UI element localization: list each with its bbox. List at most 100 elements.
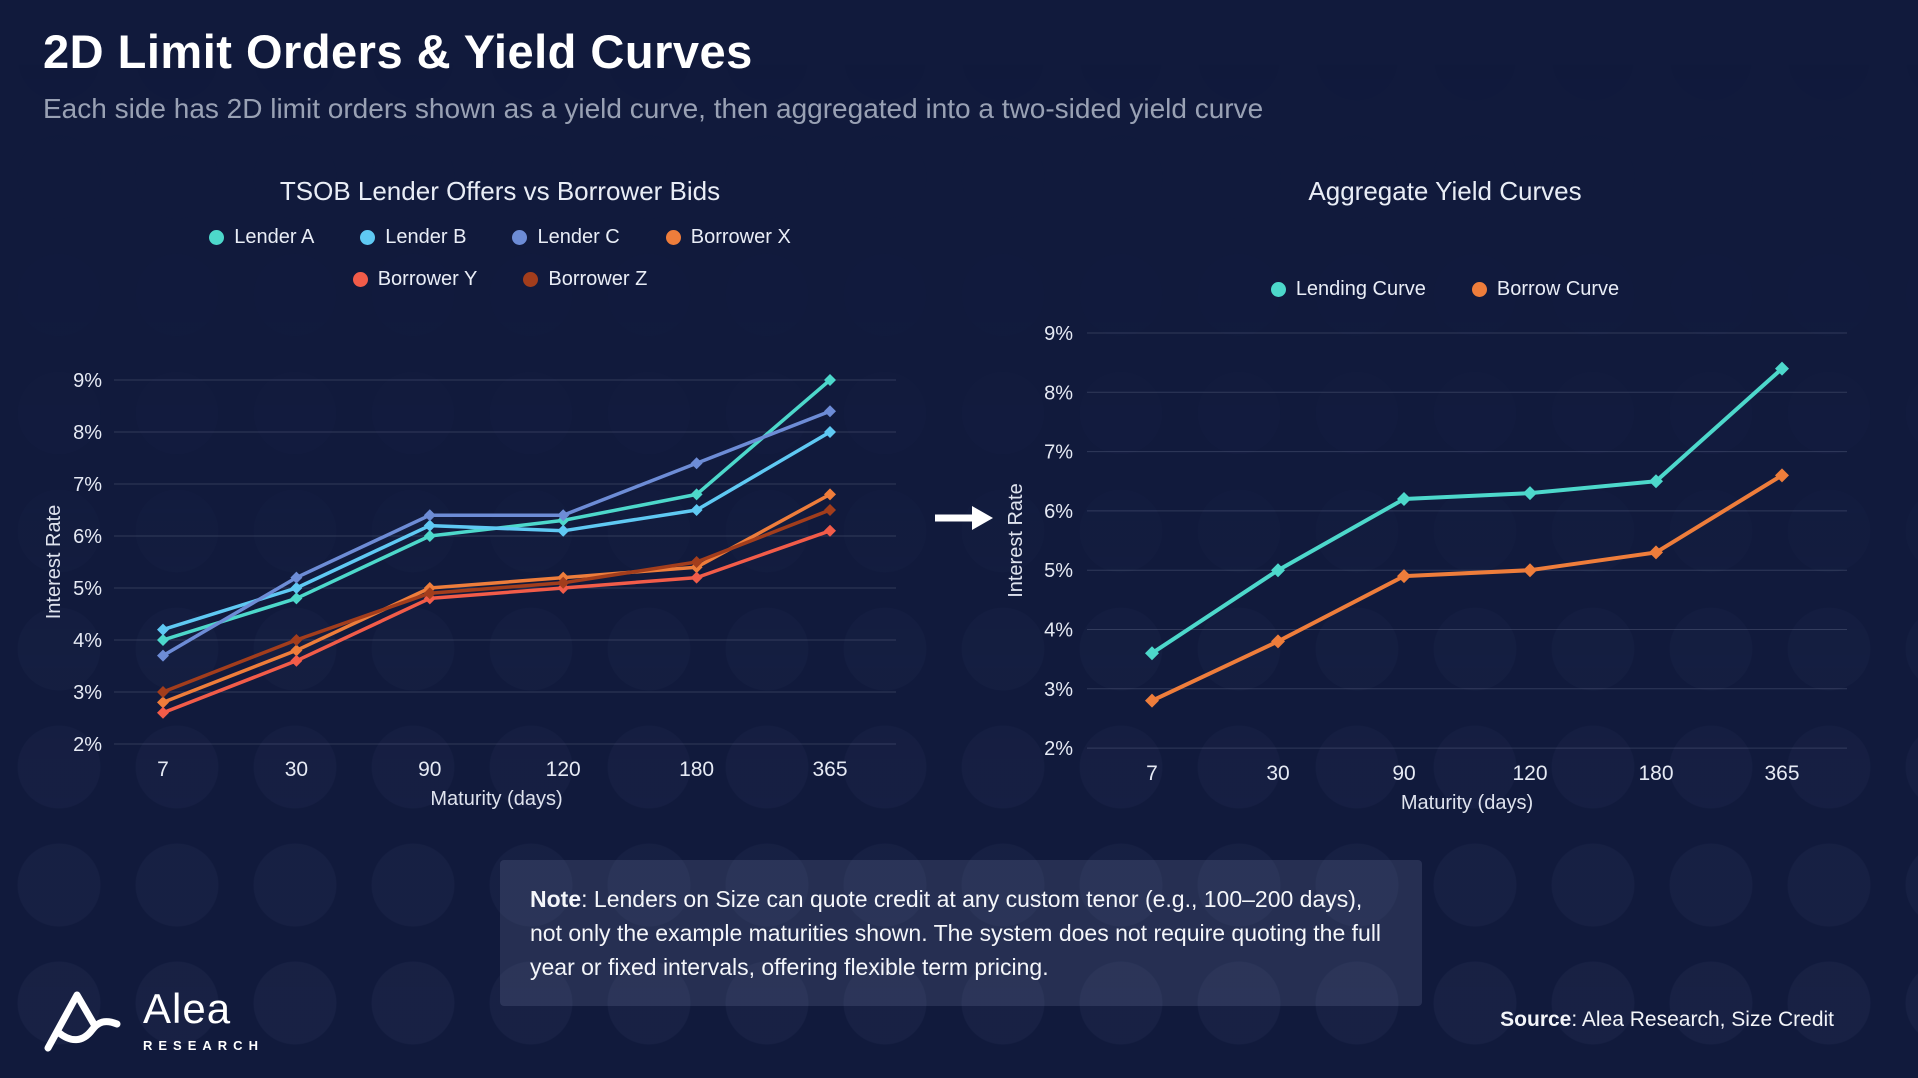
x-tick-label: 120: [1512, 762, 1547, 785]
y-tick-label: 7%: [1044, 442, 1073, 464]
data-point: [1271, 563, 1285, 578]
y-axis-title: Interest Rate: [43, 505, 65, 620]
page-header: 2D Limit Orders & Yield Curves Each side…: [43, 24, 1263, 125]
legend-item-borrower-z: Borrower Z: [523, 268, 647, 291]
y-tick-label: 2%: [73, 734, 102, 756]
series-line: [161, 378, 832, 642]
legend-label: Lender B: [385, 226, 467, 248]
gridlines: 9% 8% 7% 6% 5% 4% 3% 2%: [73, 370, 896, 756]
data-point: [423, 530, 436, 542]
data-point: [290, 644, 303, 657]
series-line: [161, 508, 832, 694]
data-point: [690, 571, 703, 584]
data-point: [1145, 693, 1159, 708]
data-point: [824, 426, 836, 438]
y-tick-label: 8%: [1044, 382, 1073, 404]
data-point: [1775, 468, 1789, 483]
legend-swatch: [209, 230, 225, 245]
lender-borrower-chart-title: TSOB Lender Offers vs Borrower Bids: [279, 176, 721, 206]
y-tick-label: 4%: [73, 630, 102, 652]
legend-row: Lending Curve Borrow Curve: [1270, 278, 1619, 301]
data-point: [1649, 474, 1663, 489]
legend-item-lending-curve: Lending Curve: [1270, 278, 1426, 301]
x-tick-label: 7: [1146, 762, 1158, 785]
x-axis-title: Maturity (days): [1401, 792, 1533, 814]
x-tick-label: 365: [1764, 762, 1799, 785]
x-tick-label: 180: [679, 758, 714, 781]
page-subtitle: Each side has 2D limit orders shown as a…: [43, 93, 1264, 124]
series-line: [1150, 473, 1784, 703]
series-borrower-z: [157, 504, 836, 698]
data-point: [290, 571, 303, 584]
legend-item-lender-c: Lender C: [512, 226, 620, 249]
source-body: : Alea Research, Size Credit: [1571, 1008, 1834, 1031]
data-point: [1523, 563, 1537, 578]
y-tick-label: 9%: [73, 370, 102, 392]
note-label: Note: [530, 886, 582, 912]
data-point: [1523, 486, 1537, 501]
data-point: [1145, 646, 1159, 661]
alea-logo-subtext: RESEARCH: [143, 1038, 264, 1053]
legend-swatch: [1471, 282, 1487, 297]
aggregate-chart: Aggregate Yield Curves Lending Curve Borr…: [995, 160, 1895, 870]
data-point: [423, 519, 436, 532]
alea-logo-mark-icon: [44, 991, 121, 1051]
legend-item-borrow-curve: Borrow Curve: [1471, 278, 1619, 301]
data-point: [290, 582, 303, 594]
y-tick-label: 6%: [73, 526, 102, 548]
chart-0-plot-svg: 9% 8% 7% 6% 5% 4% 3% 2% 7 30 90 120 180 365 Maturity (…: [43, 370, 896, 810]
data-point: [1775, 361, 1789, 376]
data-point: [1397, 569, 1411, 584]
series-borrow-curve: [1145, 468, 1789, 708]
data-point: [824, 405, 836, 418]
data-point: [824, 374, 836, 386]
data-point: [690, 556, 703, 568]
y-axis-title: Interest Rate: [1005, 483, 1027, 598]
data-point: [690, 488, 703, 501]
gridlines: 9% 8% 7% 6% 5% 4% 3% 2%: [1044, 323, 1847, 760]
note-body: : Lenders on Size can quote credit at an…: [530, 886, 1382, 981]
legend-swatch: [1270, 282, 1286, 297]
data-point: [157, 649, 169, 662]
data-point: [157, 696, 169, 709]
legend-label: Lender A: [234, 226, 315, 248]
data-point: [423, 509, 436, 522]
x-tick-label: 180: [1638, 762, 1673, 785]
legend-swatch: [665, 230, 681, 245]
data-point: [157, 686, 169, 698]
y-tick-label: 3%: [1044, 679, 1073, 701]
legend-swatch: [352, 272, 368, 287]
y-tick-label: 2%: [1044, 738, 1073, 760]
y-tick-label: 5%: [73, 578, 102, 600]
legend-swatch: [360, 230, 376, 245]
data-point: [423, 587, 436, 600]
alea-logo: Alea RESEARCH: [43, 988, 264, 1053]
data-point: [290, 634, 303, 646]
data-point: [824, 488, 836, 501]
data-point: [1271, 634, 1285, 649]
legend-item-borrower-x: Borrower X: [665, 226, 791, 249]
series-borrower-y: [157, 524, 836, 719]
series-lender-c: [157, 405, 836, 662]
data-point: [157, 623, 169, 636]
source-label: Source: [1500, 1008, 1572, 1031]
lender-borrower-chart: TSOB Lender Offers vs Borrower Bids Lend…: [40, 160, 960, 870]
series-line: [1150, 366, 1784, 656]
data-point: [1397, 492, 1411, 507]
x-tick-label: 365: [812, 758, 847, 781]
x-tick-label: 90: [1392, 762, 1415, 785]
x-axis: 7 30 90 120 180 365 Maturity (days): [1146, 762, 1799, 814]
y-tick-label: 9%: [1044, 323, 1073, 345]
y-tick-label: 6%: [1044, 501, 1073, 523]
series-line: [161, 430, 832, 632]
series-line: [161, 409, 832, 658]
source-attribution: Source: Alea Research, Size Credit: [1500, 1008, 1834, 1032]
legend-swatch: [523, 272, 539, 287]
x-axis: 7 30 90 120 180 365 Maturity (days): [157, 758, 847, 810]
legend-item-lender-a: Lender A: [209, 226, 314, 249]
note-box: Note: Lenders on Size can quote credit a…: [500, 860, 1422, 1007]
legend-label: Borrower Z: [548, 268, 648, 290]
aggregate-chart-legend: Lending Curve Borrow Curve: [995, 278, 1895, 301]
y-tick-label: 4%: [1044, 620, 1073, 642]
x-tick-label: 7: [157, 758, 169, 781]
